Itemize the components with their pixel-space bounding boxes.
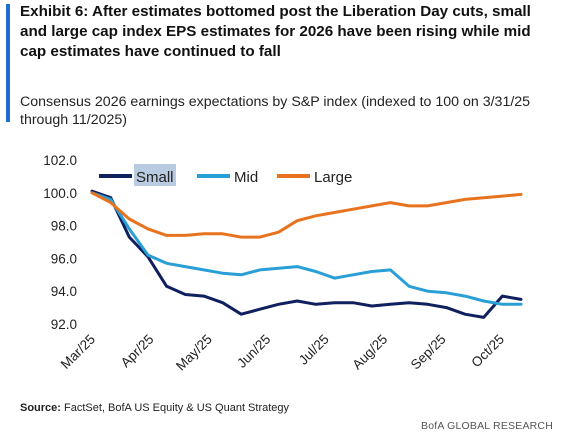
y-tick-label: 96.0 [51,251,77,266]
x-tick-label: Apr/25 [118,332,157,371]
brand-footer: BofA GLOBAL RESEARCH [421,420,553,432]
y-tick-label: 102.0 [43,153,77,168]
x-tick-label: Aug/25 [349,332,390,373]
x-tick-label: Mar/25 [58,332,98,372]
series-line-small [90,189,523,319]
source-note: Source: FactSet, BofA US Equity & US Qua… [20,402,289,414]
y-tick-label: 94.0 [51,284,77,299]
x-tick-label: Sep/25 [408,332,449,373]
x-tick-label: Oct/25 [468,332,507,371]
chart-subtitle: Consensus 2026 earnings expectations by … [20,94,531,128]
x-tick-label: Jun/25 [234,332,273,371]
chart-title: Exhibit 6: After estimates bottomed post… [20,3,531,60]
legend-label-large: Large [314,169,352,186]
y-tick-label: 98.0 [51,219,77,234]
legend-label-small: Small [136,169,174,186]
title-accent-bar [6,4,10,122]
y-tick-label: 100.0 [43,186,77,201]
legend: Small Mid Large [99,164,352,186]
legend-highlight [134,164,176,186]
y-tick-label: 92.0 [51,317,77,332]
source-text: FactSet, BofA US Equity & US Quant Strat… [64,402,290,414]
source-label: Source: [20,402,61,414]
x-tick-label: Jul/25 [296,332,332,368]
y-axis: 102.0 100.0 98.0 96.0 94.0 92.0 [43,153,77,332]
x-axis: Mar/25 Apr/25 May/25 Jun/25 Jul/25 Aug/25 Sep/… [58,332,507,374]
series-line-large [90,191,523,239]
series-layer [90,189,523,319]
legend-label-mid: Mid [234,169,258,186]
series-line-mid [90,191,523,306]
x-tick-label: May/25 [173,332,215,374]
